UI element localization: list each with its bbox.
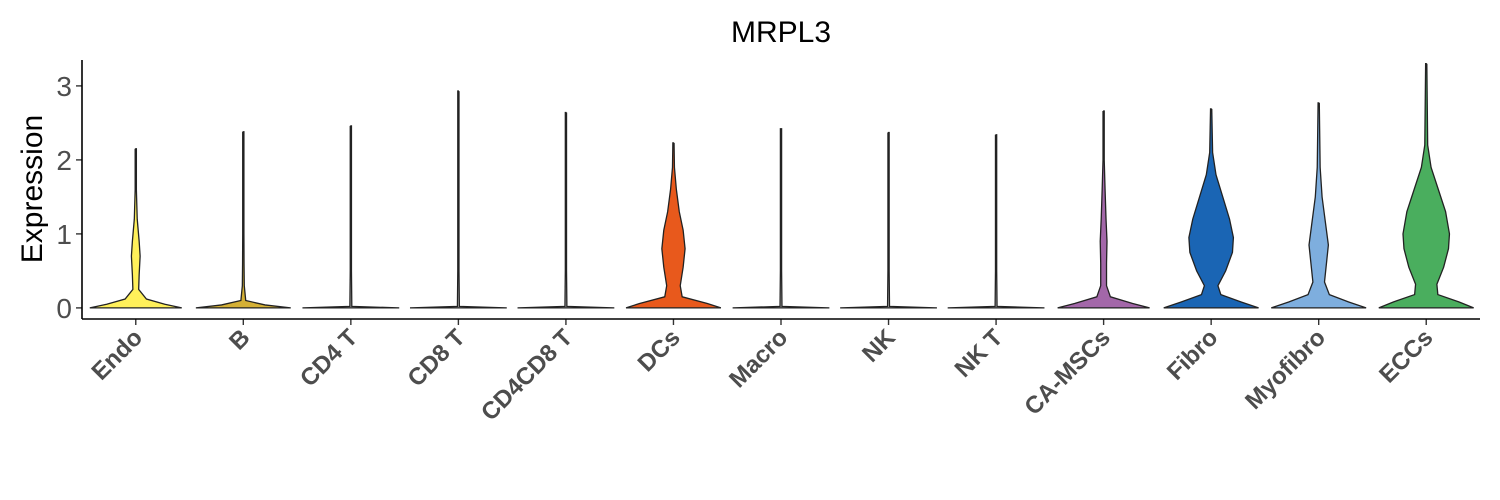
violin-dcs — [625, 142, 722, 309]
y-tick-label: 2 — [56, 145, 72, 176]
violin-fibro — [1163, 108, 1259, 309]
x-tick-label: ECCs — [1374, 324, 1438, 388]
x-tick-label: B — [224, 324, 255, 355]
y-axis-ticks: 0 1 2 3 — [56, 71, 82, 324]
x-tick-label: CD8 T — [403, 324, 471, 392]
x-tick-label: NK T — [950, 324, 1009, 383]
violin-ca-mscs — [1057, 110, 1150, 309]
x-tick-label: Myofibro — [1240, 324, 1331, 415]
x-tick-label: CA-MSCs — [1019, 324, 1115, 420]
y-tick-label: 0 — [56, 293, 72, 324]
violin-cd4cd8-t — [517, 111, 615, 309]
x-tick-label: Fibro — [1162, 324, 1224, 386]
x-tick-label: Endo — [86, 324, 148, 386]
x-tick-label: NK — [857, 324, 901, 368]
x-axis-ticks: Endo B CD4 T CD8 T CD4CD8 T DCs Macro NK NK T CA-… — [86, 319, 1438, 426]
violin-nk-t — [947, 134, 1045, 309]
y-axis-label: Expression — [16, 115, 49, 263]
violin-macro — [732, 128, 830, 309]
y-tick-label: 1 — [56, 219, 72, 250]
violin-eccs — [1378, 63, 1474, 309]
chart-title: MRPL3 — [731, 16, 831, 49]
x-tick-label: DCs — [633, 324, 686, 377]
violin-cd4-t — [302, 125, 400, 309]
violin-endo — [89, 148, 182, 309]
violin-cd8-t — [409, 90, 507, 309]
x-tick-label: CD4CD8 T — [476, 324, 578, 426]
violin-b — [195, 131, 291, 309]
violin-series — [89, 63, 1474, 309]
x-tick-label: Macro — [724, 324, 793, 393]
violin-myofibro — [1271, 102, 1367, 309]
x-tick-label: CD4 T — [295, 324, 363, 392]
y-tick-label: 3 — [56, 71, 72, 102]
violin-nk — [840, 131, 937, 309]
